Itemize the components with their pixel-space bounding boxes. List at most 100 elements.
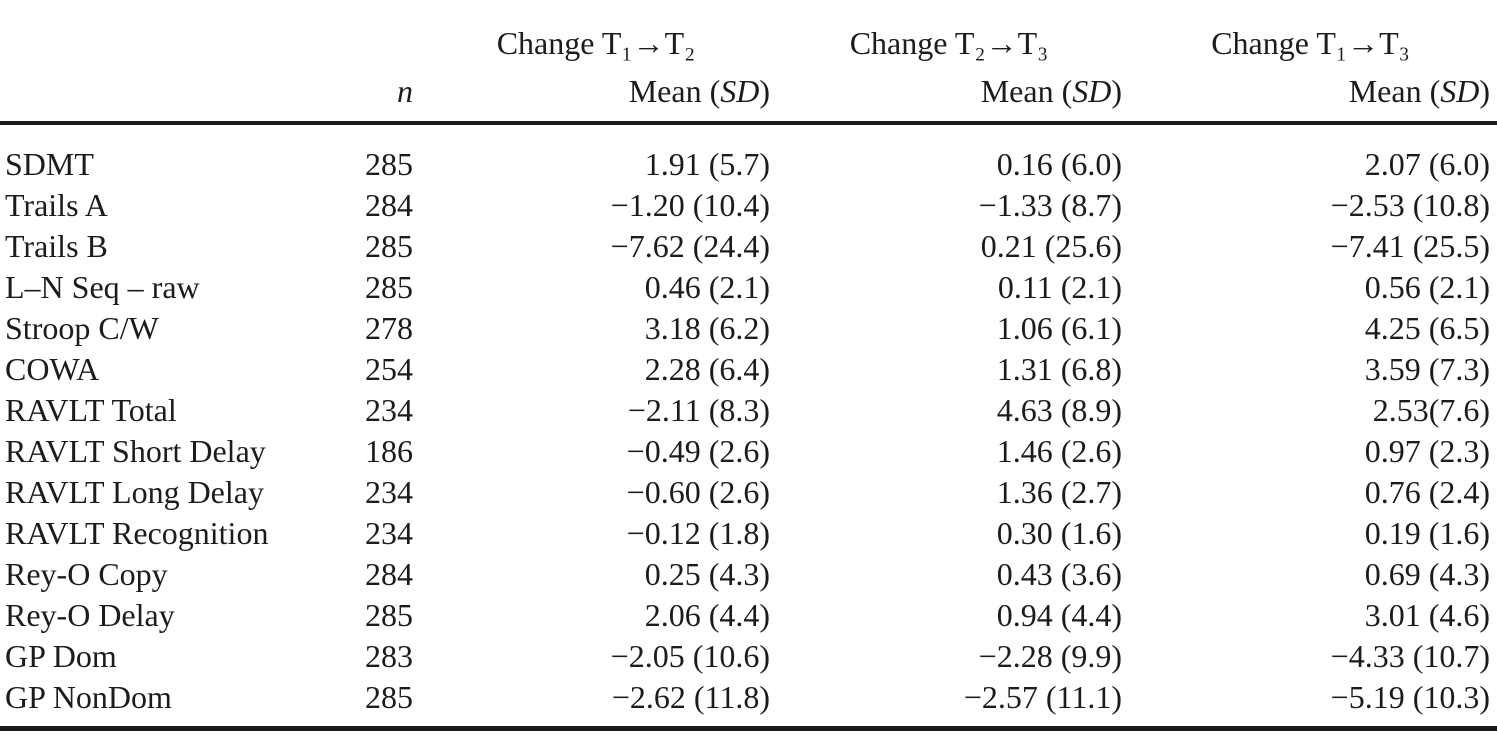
- row-label: RAVLT Recognition: [5, 514, 269, 551]
- mean-sd-t2-t3: −1.33 (8.7): [978, 186, 1122, 223]
- n-value: 254: [365, 350, 413, 387]
- mean-label-close: ): [1479, 73, 1490, 109]
- mean-sd-t1-t2: −0.60 (2.6): [626, 473, 770, 510]
- table-row: SDMT 285 1.91 (5.7) 0.16 (6.0) 2.07 (6.0…: [0, 123, 1497, 184]
- row-label: RAVLT Long Delay: [5, 473, 264, 510]
- table-row: Trails A 284 −1.20 (10.4) −1.33 (8.7) −2…: [0, 184, 1497, 225]
- header-row-change: Change T₁→T₂ Change T₂→T₃ Change T₁→T₃: [0, 0, 1497, 60]
- header-spacer: [340, 0, 418, 60]
- mean-sd-t1-t2: 3.18 (6.2): [644, 309, 770, 346]
- n-value: 285: [365, 145, 413, 182]
- mean-sd-t2-t3: 4.63 (8.9): [996, 391, 1122, 428]
- n-value: 278: [365, 309, 413, 346]
- mean-sd-t2-t3: 0.11 (2.1): [997, 268, 1122, 305]
- mean-sd-t1-t3: 3.01 (4.6): [1364, 596, 1490, 633]
- mean-sd-t1-t2: 2.06 (4.4): [644, 596, 770, 633]
- n-value: 285: [365, 268, 413, 305]
- sd-label: SD: [1072, 73, 1112, 109]
- mean-label-close: ): [759, 73, 770, 109]
- mean-sd-t1-t3: 0.97 (2.3): [1364, 432, 1490, 469]
- mean-sd-t1-t3: 2.07 (6.0): [1364, 145, 1490, 182]
- header-mean-sd-t1-t2: Mean (SD): [418, 60, 774, 125]
- mean-sd-t2-t3: 0.21 (25.6): [980, 227, 1122, 264]
- row-label: SDMT: [5, 145, 94, 182]
- mean-sd-t2-t3: 1.36 (2.7): [996, 473, 1122, 510]
- mean-sd-t1-t3: 3.59 (7.3): [1364, 350, 1490, 387]
- table-row: Trails B 285 −7.62 (24.4) 0.21 (25.6) −7…: [0, 225, 1497, 266]
- table-body: SDMT 285 1.91 (5.7) 0.16 (6.0) 2.07 (6.0…: [0, 123, 1497, 731]
- mean-sd-t1-t2: 1.91 (5.7): [644, 145, 770, 182]
- mean-sd-t1-t3: 2.53(7.6): [1372, 391, 1490, 428]
- mean-sd-t2-t3: 1.46 (2.6): [996, 432, 1122, 469]
- table-row: GP Dom 283 −2.05 (10.6) −2.28 (9.9) −4.3…: [0, 635, 1497, 676]
- n-value: 285: [365, 227, 413, 264]
- row-label: Trails B: [5, 227, 108, 264]
- mean-sd-t1-t2: −7.62 (24.4): [610, 227, 770, 264]
- n-value: 234: [365, 514, 413, 551]
- table-row: Rey-O Delay 285 2.06 (4.4) 0.94 (4.4) 3.…: [0, 594, 1497, 635]
- row-label: Rey-O Delay: [5, 596, 175, 633]
- mean-label: Mean (: [980, 73, 1073, 109]
- table-row: COWA 254 2.28 (6.4) 1.31 (6.8) 3.59 (7.3…: [0, 348, 1497, 389]
- mean-sd-t1-t3: 4.25 (6.5): [1364, 309, 1490, 346]
- header-mean-sd-t2-t3: Mean (SD): [774, 60, 1124, 125]
- mean-sd-t1-t3: −5.19 (10.3): [1124, 676, 1497, 731]
- table-row: Stroop C/W 278 3.18 (6.2) 1.06 (6.1) 4.2…: [0, 307, 1497, 348]
- mean-label-close: ): [1111, 73, 1122, 109]
- header-change-t2-t3: Change T₂→T₃: [849, 25, 1049, 61]
- header-mean-sd-t1-t3: Mean (SD): [1124, 60, 1497, 125]
- mean-sd-t2-t3: −2.28 (9.9): [978, 637, 1122, 674]
- mean-sd-t2-t3: 0.16 (6.0): [996, 145, 1122, 182]
- n-value: 234: [365, 391, 413, 428]
- header-row-mean-sd: n Mean (SD) Mean (SD) Mean (SD): [0, 60, 1497, 125]
- mean-sd-t1-t2: −2.62 (11.8): [418, 676, 774, 731]
- header-spacer: [0, 0, 340, 60]
- row-label: GP NonDom: [0, 676, 340, 731]
- mean-sd-t1-t2: 0.46 (2.1): [644, 268, 770, 305]
- mean-sd-t2-t3: 1.06 (6.1): [996, 309, 1122, 346]
- mean-sd-t2-t3: 1.31 (6.8): [996, 350, 1122, 387]
- mean-sd-t1-t2: −2.05 (10.6): [610, 637, 770, 674]
- row-label: Stroop C/W: [5, 309, 159, 346]
- mean-sd-t2-t3: 0.94 (4.4): [996, 596, 1122, 633]
- mean-sd-t2-t3: 0.30 (1.6): [996, 514, 1122, 551]
- header-change-t1-t3: Change T₁→T₃: [1211, 25, 1410, 61]
- header-change-t1-t2: Change T₁→T₂: [496, 25, 696, 61]
- mean-sd-t1-t3: −2.53 (10.8): [1330, 186, 1490, 223]
- sd-label: SD: [720, 73, 760, 109]
- sd-label: SD: [1440, 73, 1480, 109]
- table-row: RAVLT Short Delay 186 −0.49 (2.6) 1.46 (…: [0, 430, 1497, 471]
- n-value: 284: [365, 555, 413, 592]
- n-value: 285: [365, 596, 413, 633]
- mean-sd-t1-t2: −2.11 (8.3): [627, 391, 770, 428]
- table-row: RAVLT Total 234 −2.11 (8.3) 4.63 (8.9) 2…: [0, 389, 1497, 430]
- table-row: RAVLT Long Delay 234 −0.60 (2.6) 1.36 (2…: [0, 471, 1497, 512]
- n-value: 283: [365, 637, 413, 674]
- row-label: Rey-O Copy: [5, 555, 168, 592]
- mean-sd-t1-t3: 0.56 (2.1): [1364, 268, 1490, 305]
- row-label: RAVLT Total: [5, 391, 177, 428]
- mean-sd-t1-t3: 0.76 (2.4): [1364, 473, 1490, 510]
- mean-sd-t1-t3: 0.19 (1.6): [1364, 514, 1490, 551]
- mean-sd-t2-t3: −2.57 (11.1): [774, 676, 1124, 731]
- mean-sd-t1-t2: 0.25 (4.3): [644, 555, 770, 592]
- row-label: L–N Seq – raw: [5, 268, 200, 305]
- table-row: RAVLT Recognition 234 −0.12 (1.8) 0.30 (…: [0, 512, 1497, 553]
- header-n: n: [340, 60, 418, 125]
- n-value: 234: [365, 473, 413, 510]
- row-label: COWA: [5, 350, 100, 387]
- mean-sd-t1-t3: 0.69 (4.3): [1364, 555, 1490, 592]
- mean-sd-t1-t2: −0.49 (2.6): [626, 432, 770, 469]
- row-label: RAVLT Short Delay: [5, 432, 266, 469]
- mean-sd-t1-t2: 2.28 (6.4): [644, 350, 770, 387]
- row-label: GP Dom: [5, 637, 117, 674]
- table-row: Rey-O Copy 284 0.25 (4.3) 0.43 (3.6) 0.6…: [0, 553, 1497, 594]
- n-value: 285: [340, 676, 418, 731]
- mean-sd-t2-t3: 0.43 (3.6): [996, 555, 1122, 592]
- table-row: L–N Seq – raw 285 0.46 (2.1) 0.11 (2.1) …: [0, 266, 1497, 307]
- mean-label: Mean (: [1348, 73, 1441, 109]
- n-value: 284: [365, 186, 413, 223]
- header-spacer: [0, 60, 340, 125]
